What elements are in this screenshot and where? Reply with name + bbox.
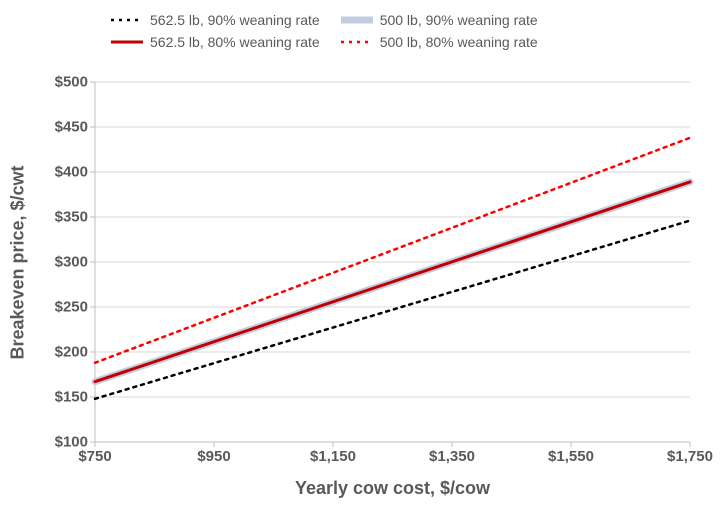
plot-area	[95, 82, 690, 442]
y-tick-label: $500	[55, 74, 88, 91]
y-tick-label: $250	[55, 299, 88, 316]
x-tick-label: $1,550	[548, 448, 594, 465]
legend-label-s1: 562.5 lb, 90% weaning rate	[150, 12, 320, 28]
plot-svg	[95, 82, 690, 442]
legend-swatch-s2	[340, 13, 374, 27]
legend-item-s3: 562.5 lb, 80% weaning rate	[110, 34, 320, 50]
y-tick-label: $300	[55, 254, 88, 271]
legend-swatch-s4	[340, 35, 374, 49]
x-tick-label: $1,150	[310, 448, 356, 465]
x-tick-label: $750	[78, 448, 111, 465]
legend-swatch-s1	[110, 13, 144, 27]
breakeven-chart: 562.5 lb, 90% weaning rate 500 lb, 90% w…	[0, 0, 720, 523]
legend-label-s4: 500 lb, 80% weaning rate	[380, 34, 538, 50]
legend-item-s1: 562.5 lb, 90% weaning rate	[110, 12, 320, 28]
x-axis-title: Yearly cow cost, $/cow	[95, 478, 690, 499]
legend-swatch-s3	[110, 35, 144, 49]
y-tick-label: $450	[55, 119, 88, 136]
legend-label-s3: 562.5 lb, 80% weaning rate	[150, 34, 320, 50]
legend-label-s2: 500 lb, 90% weaning rate	[380, 12, 538, 28]
x-tick-label: $1,750	[667, 448, 713, 465]
legend-item-s2: 500 lb, 90% weaning rate	[340, 12, 538, 28]
legend-item-s4: 500 lb, 80% weaning rate	[340, 34, 538, 50]
legend: 562.5 lb, 90% weaning rate 500 lb, 90% w…	[110, 12, 680, 50]
y-tick-label: $150	[55, 389, 88, 406]
y-tick-label: $400	[55, 164, 88, 181]
x-tick-label: $1,350	[429, 448, 475, 465]
x-tick-label: $950	[197, 448, 230, 465]
y-tick-labels: $100$150$200$250$300$350$400$450$500	[0, 82, 90, 442]
y-tick-label: $350	[55, 209, 88, 226]
series-s1	[95, 221, 690, 399]
x-tick-labels: $750$950$1,150$1,350$1,550$1,750	[95, 442, 690, 466]
y-tick-label: $200	[55, 344, 88, 361]
